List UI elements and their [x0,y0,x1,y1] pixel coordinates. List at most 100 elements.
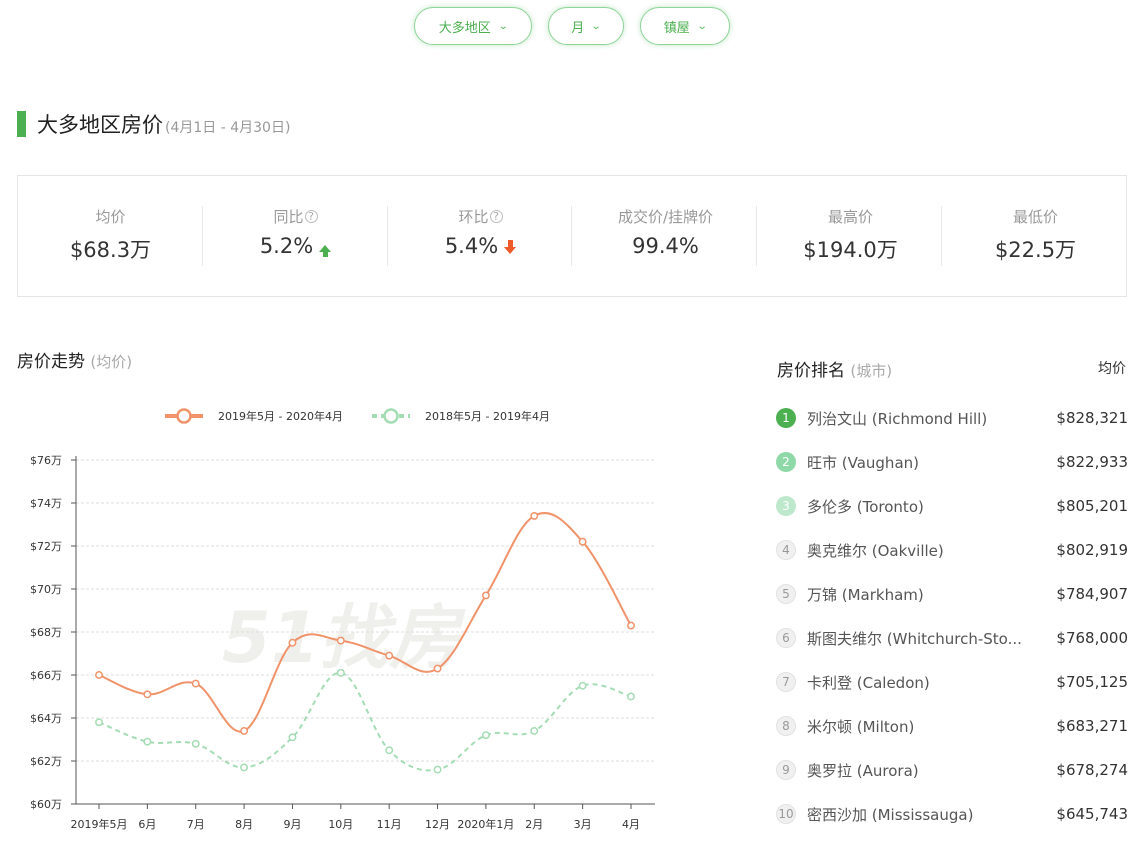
chart-title-main: 房价走势 [17,352,85,372]
rank-badge: 5 [776,584,796,604]
rank-badge: 10 [776,804,796,824]
rank-price: $802,919 [1056,541,1128,559]
arrow-down-icon [504,240,517,254]
ranking-title: 房价排名 (城市) [777,356,892,381]
stats-panel: 均价 $68.3万 同比? 5.2% 环比? 5.4% 成交价/挂牌价 99.4… [17,175,1127,297]
y-tick-label: $76万 [30,454,62,467]
x-tick-label: 12月 [425,818,450,831]
period-filter[interactable]: 月 ⌄ [548,7,624,45]
period-filter-label: 月 [571,20,585,36]
x-tick-label: 2月 [525,818,543,831]
rank-city-name: 多伦多 (Toronto) [807,497,924,516]
page-title: 大多地区房价 [37,113,163,137]
rank-badge: 4 [776,540,796,560]
data-point [433,664,442,673]
data-point [288,638,297,647]
data-point [530,726,539,735]
ranking-title-sub: (城市) [850,362,893,380]
stat-label: 环比 [458,208,489,226]
rank-city-name: 万锦 (Markham) [807,585,924,604]
y-tick-label: $72万 [30,540,62,553]
ranking-row[interactable]: 3 多伦多 (Toronto) $805,201 [776,484,1128,528]
ranking-row[interactable]: 2 旺市 (Vaughan) $822,933 [776,440,1128,484]
stat-lowest: 最低价 $22.5万 [943,206,1128,264]
ranking-row[interactable]: 7 卡利登 (Caledon) $705,125 [776,660,1128,704]
rank-city-name: 密西沙加 (Mississauga) [807,805,974,824]
data-point [143,737,152,746]
divider [571,206,572,266]
ranking-row[interactable]: 4 奥克维尔 (Oakville) $802,919 [776,528,1128,572]
data-point [240,763,249,772]
data-point [578,681,587,690]
data-point [530,511,539,520]
chevron-down-icon: ⌄ [591,20,602,32]
rank-badge: 9 [776,760,796,780]
date-range: (4月1日 - 4月30日) [165,120,291,136]
data-point [191,739,200,748]
stat-average: 均价 $68.3万 [18,206,203,264]
data-point [95,718,103,727]
data-point [191,679,200,688]
region-filter-label: 大多地区 [438,20,491,36]
rank-badge: 1 [776,408,796,428]
rank-price: $683,271 [1056,717,1128,735]
rank-city-name: 旺市 (Vaughan) [807,453,919,472]
rank-city-name: 卡利登 (Caledon) [807,673,930,692]
stat-highest: 最高价 $194.0万 [758,206,943,264]
rank-price: $768,000 [1056,629,1128,647]
watermark-logo: 51找房 [222,597,466,679]
x-tick-label: 6月 [138,818,156,831]
rank-price: $705,125 [1056,673,1128,691]
stat-value: $194.0万 [803,238,898,262]
stat-label: 同比 [273,208,304,226]
property-type-filter[interactable]: 镇屋 ⌄ [640,7,730,45]
ranking-row[interactable]: 1 列治文山 (Richmond Hill) $828,321 [776,396,1128,440]
stat-label: 均价 [95,208,126,226]
rank-badge: 6 [776,628,796,648]
data-point [481,731,490,740]
data-point [385,746,394,755]
legend-label: 2018年5月 - 2019年4月 [425,409,550,423]
filter-bar: 大多地区 ⌄ 月 ⌄ 镇屋 ⌄ [0,7,1146,45]
divider [756,206,757,266]
chart-title-sub: (均价) [90,353,133,371]
rank-city-name: 奥罗拉 (Aurora) [807,761,919,780]
help-icon[interactable]: ? [304,210,318,223]
data-point [240,726,249,735]
region-filter[interactable]: 大多地区 ⌄ [414,7,532,45]
ranking-row[interactable]: 9 奥罗拉 (Aurora) $678,274 [776,748,1128,792]
data-point [578,537,587,546]
rank-city-name: 奥克维尔 (Oakville) [807,541,944,560]
rank-badge: 3 [776,496,796,516]
rank-price: $645,743 [1056,805,1128,823]
rank-badge: 2 [776,452,796,472]
y-tick-label: $74万 [30,497,62,510]
data-point [385,651,394,660]
stat-mom: 环比? 5.4% [388,206,573,258]
stat-value: $68.3万 [69,238,152,262]
rank-badge: 7 [776,672,796,692]
data-point [627,692,635,701]
ranking-row[interactable]: 5 万锦 (Markham) $784,907 [776,572,1128,616]
stat-label: 成交价/挂牌价 [617,208,714,226]
ranking-title-main: 房价排名 [777,361,845,381]
y-tick-label: $66万 [30,669,62,682]
x-tick-label: 2020年1月 [457,817,514,831]
x-tick-label: 7月 [187,818,205,831]
ranking-row[interactable]: 8 米尔顿 (Milton) $683,271 [776,704,1128,748]
legend-marker [176,408,192,424]
x-tick-label: 2019年5月 [71,817,128,831]
ranking-row[interactable]: 10 密西沙加 (Mississauga) $645,743 [776,792,1128,836]
chart-title: 房价走势 (均价) [17,347,132,372]
stat-value: 99.4% [632,234,699,258]
rank-city-name: 米尔顿 (Milton) [807,717,915,736]
stat-label: 最高价 [827,208,873,226]
section-accent-bar [17,111,26,137]
rank-city-name: 列治文山 (Richmond Hill) [807,409,988,428]
x-tick-label: 4月 [622,818,640,831]
stat-value: 5.2% [259,234,314,258]
stat-yoy: 同比? 5.2% [203,206,388,258]
ranking-row[interactable]: 6 斯图夫维尔 (Whitchurch-Sto... $768,000 [776,616,1128,660]
data-point [336,668,345,677]
help-icon[interactable]: ? [489,210,503,223]
